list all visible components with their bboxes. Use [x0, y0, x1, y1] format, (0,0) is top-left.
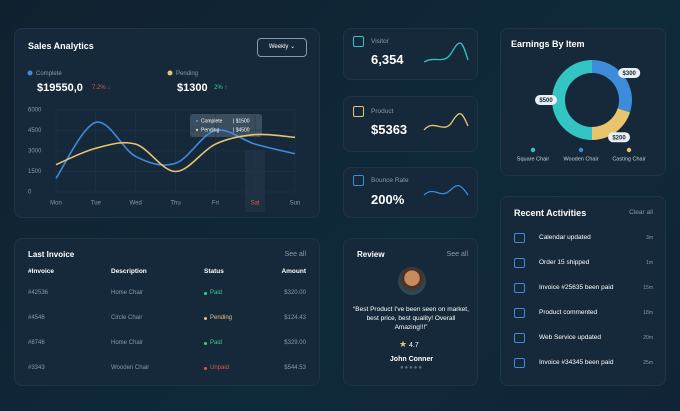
earnings-panel: Earnings By Item: [500, 28, 666, 176]
stat-icon: [353, 36, 364, 47]
see-all-link[interactable]: See all: [284, 251, 306, 258]
stat-value: 6,354: [371, 52, 404, 67]
stat-label: Bounce Rate: [371, 177, 409, 184]
panel-title: Sales Analytics: [28, 41, 94, 51]
panel-title: Last Invoice: [28, 250, 75, 259]
table-cell: Unpaid: [210, 365, 230, 371]
stat-value: $1300: [177, 82, 208, 94]
status-dot: [204, 317, 207, 320]
table-header: Amount: [281, 268, 306, 275]
activity-time: 18m: [643, 310, 653, 316]
table-cell: $320.00: [284, 290, 306, 296]
activity-text: Invoice #34345 been paid: [539, 359, 614, 366]
table-cell: #4546: [28, 315, 45, 321]
activity-time: 15m: [643, 285, 653, 291]
activity-text: Invoice #25635 been paid: [539, 284, 614, 291]
table-cell: Circle Chair: [111, 315, 143, 321]
stat-card: [343, 96, 478, 152]
table-cell: $124.43: [284, 315, 306, 321]
activity-time: 3m: [646, 235, 653, 241]
dropdown[interactable]: Weekly ⌄: [257, 38, 307, 57]
panel-title: Recent Activities: [514, 208, 587, 218]
table-cell: Paid: [210, 290, 223, 296]
panel-title: Earnings By Item: [511, 39, 585, 49]
status-dot: [204, 292, 207, 295]
stat-icon: [353, 175, 364, 186]
activity-text: Web Service updated: [539, 334, 602, 341]
table-cell: Home Chair: [111, 340, 144, 346]
activity-time: 20m: [643, 335, 653, 341]
table-cell: Pending: [210, 315, 233, 321]
status-dot: [204, 342, 207, 345]
activity-icon: [514, 333, 525, 343]
table-cell: Wooden Chair: [111, 365, 150, 371]
table-cell: Paid: [210, 340, 223, 346]
activity-text: Order 15 shipped: [539, 259, 590, 266]
table-header: #Invoice: [28, 268, 55, 275]
stat-label: Product: [371, 108, 394, 115]
invoice-panel: Last Invoice See all: [14, 238, 320, 386]
reviewer-name: John Conner: [389, 356, 434, 363]
span: ★: [399, 339, 408, 349]
table-cell: #42536: [28, 290, 49, 296]
stat-label: Visitor: [371, 38, 389, 45]
review-quote: “Best Product I've been seen on market, …: [353, 306, 469, 331]
activity-icon: [514, 283, 525, 293]
activity-icon: [514, 308, 525, 318]
sales-panel: Sales Analytics Weekly ⌄ $19550,0 7.2% ↓…: [14, 28, 320, 218]
see-all-link[interactable]: See all: [446, 251, 468, 258]
activity-time: 25m: [643, 360, 653, 366]
avatar: [398, 267, 426, 295]
table-header: Description: [111, 268, 147, 275]
table-header: Status: [204, 268, 224, 275]
dropdown-label: Weekly: [268, 44, 289, 50]
table-cell: #3343: [28, 365, 45, 371]
stat-change: 7.2% ↓: [92, 85, 111, 91]
activity-icon: [514, 258, 525, 268]
review-panel: Review See all “Best Product I've been s…: [343, 238, 478, 386]
rating-value: 4.7: [409, 342, 419, 349]
pager-dots: ●●●●●: [399, 365, 424, 371]
activity-time: 1m: [646, 260, 653, 266]
table-cell: $329.00: [284, 340, 306, 346]
status-dot: [204, 367, 207, 370]
rating: ★ 4.7: [399, 339, 419, 350]
activity-icon: [514, 358, 525, 368]
table-cell: $544.53: [284, 365, 306, 371]
stat-value: $5363: [371, 122, 408, 137]
stat-icon: [353, 106, 364, 117]
activity-icon: [514, 233, 525, 243]
activities-panel: Recent Activities Clear all: [500, 196, 666, 386]
activity-text: Product commented: [539, 309, 598, 316]
stat-value: 200%: [371, 192, 405, 207]
stat-change: 2% ↑: [214, 85, 228, 91]
table-cell: #8746: [28, 340, 45, 346]
panel-title: Review: [357, 250, 385, 259]
stat-value: $19550,0: [37, 82, 83, 94]
clear-all-link[interactable]: Clear all: [629, 209, 653, 216]
activity-text: Calendar updated: [539, 234, 591, 241]
table-cell: Home Chair: [111, 290, 144, 296]
